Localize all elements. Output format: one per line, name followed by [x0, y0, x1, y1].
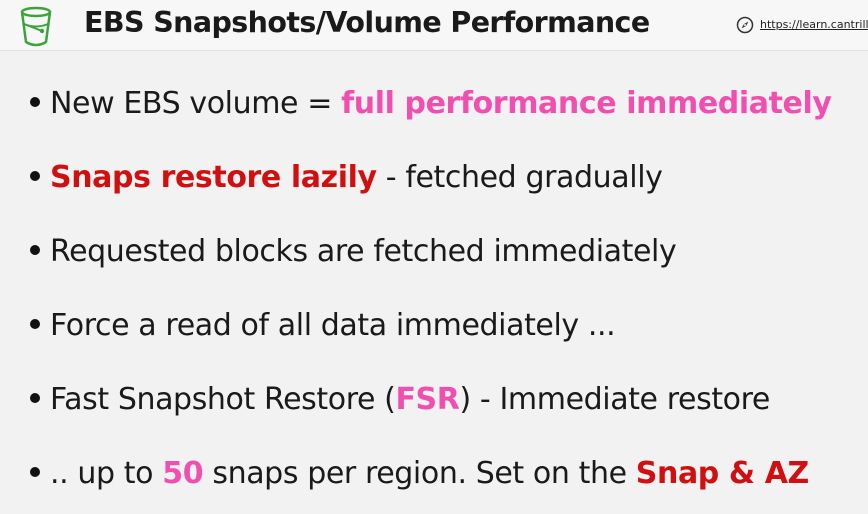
bullet-highlight: full performance immediately: [341, 86, 832, 121]
bullet-dot: [30, 244, 40, 255]
bullet-list: New EBS volume = full performance immedi…: [30, 82, 832, 514]
page-title: EBS Snapshots/Volume Performance: [84, 6, 650, 39]
slide-header: EBS Snapshots/Volume Performance https:/…: [0, 0, 868, 51]
bullet-dot: [30, 392, 40, 403]
bullet-dot: [30, 466, 40, 477]
bullet-highlight: Snap & AZ: [635, 456, 810, 491]
bullet-dot: [30, 96, 40, 107]
bullet-text: Fast Snapshot Restore (: [50, 382, 396, 417]
s3-bucket-icon: [20, 6, 52, 47]
bullet-item: Fast Snapshot Restore (FSR) - Immediate …: [30, 378, 832, 452]
bullet-item: .. up to 50 snaps per region. Set on the…: [30, 452, 832, 514]
course-link-text[interactable]: https://learn.cantrill.io: [760, 18, 868, 31]
bullet-highlight: 50: [162, 456, 204, 491]
bullet-dot: [30, 318, 40, 329]
bullet-item: Force a read of all data immediately ...: [30, 304, 832, 378]
bullet-item: Requested blocks are fetched immediately: [30, 230, 832, 304]
bullet-text: Force a read of all data immediately ...: [50, 308, 616, 343]
bullet-highlight: Snaps restore lazily: [50, 160, 377, 195]
bullet-text: snaps per region. Set on the: [203, 456, 636, 491]
bullet-text: .. up to: [50, 456, 163, 491]
bullet-text: Requested blocks are fetched immediately: [50, 234, 677, 269]
bullet-dot: [30, 170, 40, 181]
bullet-item: New EBS volume = full performance immedi…: [30, 82, 832, 156]
bullet-text: New EBS volume =: [50, 86, 342, 121]
bullet-highlight: FSR: [395, 382, 460, 417]
bullet-text: ) - Immediate restore: [459, 382, 770, 417]
compass-icon: [736, 16, 754, 34]
bullet-text: - fetched gradually: [376, 160, 663, 195]
bullet-item: Snaps restore lazily - fetched gradually: [30, 156, 832, 230]
